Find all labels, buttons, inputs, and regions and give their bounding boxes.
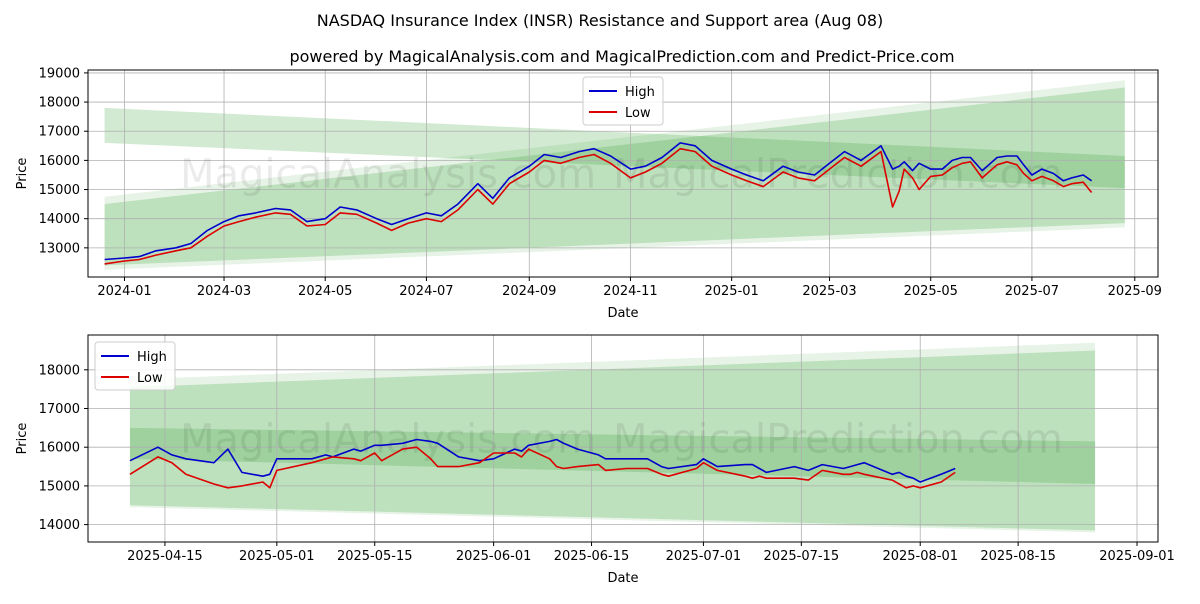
watermark-left: MagicalAnalysis.com [180,417,596,463]
x-tick-label: 2025-01 [704,284,758,299]
watermark-left: MagicalAnalysis.com [180,152,596,198]
x-tick-label: 2024-07 [399,284,453,299]
series-line-high [104,142,1093,261]
y-tick-label: 14000 [39,212,80,227]
x-tick-label: 2025-07-01 [666,549,742,564]
y-tick-label: 17000 [39,402,80,417]
legend-label-low: Low [625,106,651,121]
bands [129,342,1096,533]
y-tick-label: 18000 [39,363,80,378]
legend: High Low [94,341,176,391]
x-tick-label: 2025-05-01 [239,549,315,564]
y-axis-label: Price [15,423,30,455]
x-tick-label: 2025-07-15 [764,549,840,564]
watermark-right: MagicalPrediction.com [613,152,1063,198]
bands [104,80,1125,270]
axes-frame [87,69,1159,278]
series [104,142,1093,265]
x-tick-label: 2025-05 [904,284,958,299]
x-tick-label: 2025-05-15 [337,549,413,564]
x-axis-label: Date [607,571,638,586]
y-tick-label: 16000 [39,441,80,456]
y-tick-label: 16000 [39,154,80,169]
y-tick-label: 18000 [39,96,80,111]
x-tick-label: 2024-01 [97,284,151,299]
series [129,438,956,489]
x-axis-label: Date [607,306,638,321]
y-tick-label: 19000 [39,66,80,81]
x-tick-label: 2025-04-15 [127,549,203,564]
x-tick-label: 2025-03 [802,284,856,299]
x-tick-label: 2025-08-01 [882,549,958,564]
series-line-low [129,446,956,489]
support-band [129,350,1096,531]
x-tick-label: 2025-06-01 [456,549,532,564]
y-tick-label: 15000 [39,183,80,198]
legend-label-high: High [137,350,167,365]
axes-frame [87,334,1159,543]
x-tick-label: 2025-09 [1108,284,1162,299]
x-tick-label: 2025-07 [1005,284,1059,299]
chart-title: NASDAQ Insurance Index (INSR) Resistance… [317,11,883,30]
x-tick-label: 2024-03 [197,284,251,299]
resistance-band [129,427,1096,484]
support-outer-band [104,80,1125,270]
y-tick-label: 15000 [39,479,80,494]
series-line-low [104,147,1093,265]
y-tick-label: 13000 [39,241,80,256]
x-tick-label: 2025-08-15 [980,549,1056,564]
y-axis-label: Price [15,158,30,190]
x-tick-label: 2025-06-15 [554,549,630,564]
y-tick-label: 17000 [39,125,80,140]
support-band [104,87,1125,266]
legend-label-high: High [625,85,655,100]
chart-subtitle: powered by MagicalAnalysis.com and Magic… [289,47,954,66]
x-tick-label: 2024-09 [502,284,556,299]
legend-label-low: Low [137,371,163,386]
x-tick-label: 2024-05 [298,284,352,299]
support-outer-band [129,342,1096,533]
x-tick-label: 2025-09-01 [1099,549,1175,564]
bottom-chart-panel: MagicalAnalysis.com MagicalPrediction.com… [15,334,1175,586]
top-chart-panel: MagicalAnalysis.com MagicalPrediction.com… [15,66,1162,321]
watermark-right: MagicalPrediction.com [613,417,1063,463]
x-tick-label: 2024-11 [603,284,657,299]
resistance-band [104,107,1125,189]
y-tick-label: 14000 [39,518,80,533]
series-line-high [129,438,956,483]
legend: High Low [582,76,664,126]
